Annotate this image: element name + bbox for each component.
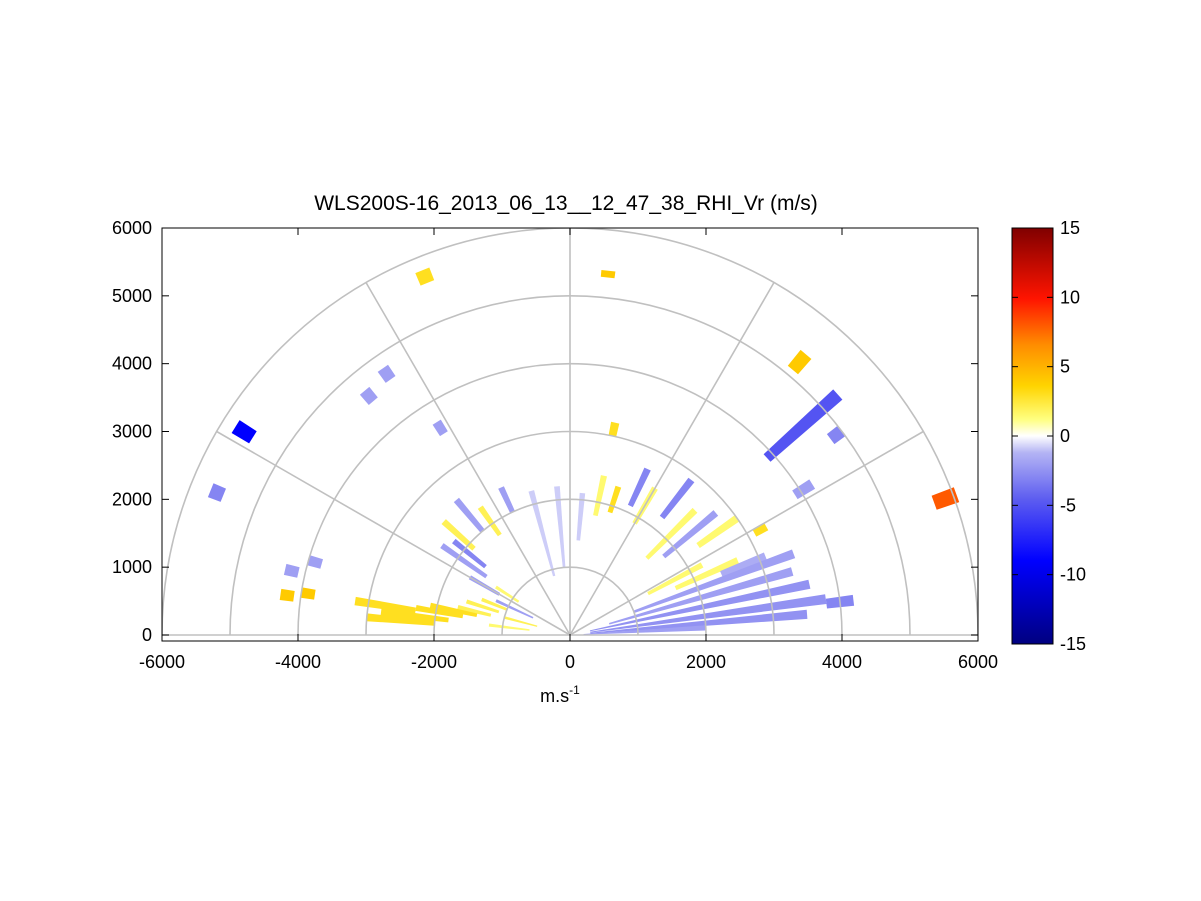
- velocity-cell-51: [415, 267, 435, 286]
- velocity-cell-9: [504, 616, 538, 627]
- velocity-cell-48: [432, 419, 448, 437]
- polar-grid: [162, 228, 978, 636]
- velocity-cell-32: [720, 552, 767, 577]
- colorbar-tick-label: 0: [1060, 426, 1070, 446]
- y-tick-label: 3000: [112, 422, 152, 442]
- y-tick-label: 1000: [112, 557, 152, 577]
- velocity-cell-22: [593, 475, 607, 517]
- velocity-cell-14: [452, 538, 487, 569]
- velocity-cells: [207, 267, 960, 635]
- velocity-cell-26: [659, 477, 695, 520]
- velocity-cell-24: [627, 467, 651, 508]
- velocity-cell-38: [583, 625, 706, 635]
- velocity-cell-17: [477, 505, 502, 537]
- velocity-cell-35: [589, 579, 811, 632]
- velocity-cell-57: [307, 555, 323, 569]
- chart-title: WLS200S-16_2013_06_13__12_47_38_RHI_Vr (…: [314, 192, 818, 215]
- velocity-cell-50: [359, 386, 378, 405]
- colorbar-tick-label: 5: [1060, 357, 1070, 377]
- velocity-cell-33: [633, 549, 796, 613]
- velocity-cell-49: [377, 364, 396, 383]
- x-tick-label: 0: [565, 652, 575, 672]
- colorbar-ticks: 15 10 5 0 -5 -10 -15: [1012, 218, 1086, 654]
- velocity-cell-18: [498, 486, 515, 514]
- polar-spoke-120: [365, 282, 571, 636]
- velocity-cell-16: [453, 497, 485, 533]
- velocity-cell-29: [696, 515, 740, 548]
- velocity-cell-37: [590, 609, 808, 634]
- velocity-cell-21: [576, 492, 586, 541]
- velocity-cell-1: [465, 599, 500, 614]
- velocity-cell-8: [488, 623, 530, 631]
- x-tick-label: -2000: [411, 652, 457, 672]
- velocity-cell-7: [366, 613, 435, 626]
- velocity-cell-0: [481, 597, 508, 611]
- velocity-cell-44: [787, 349, 812, 375]
- velocity-cell-34: [609, 567, 794, 625]
- axis-ticks: -6000 -4000 -2000 0 2000 4000 6000 0 1000 2000 300…: [112, 218, 998, 672]
- velocity-cell-55: [279, 588, 295, 602]
- velocity-cell-15: [441, 519, 476, 551]
- x-tick-label: 2000: [686, 652, 726, 672]
- velocity-cell-13: [440, 543, 488, 579]
- velocity-cell-52: [231, 420, 257, 444]
- velocity-cell-6: [380, 608, 449, 623]
- colorbar-tick-label: -10: [1060, 565, 1086, 585]
- colorbar: [1011, 227, 1054, 645]
- velocity-cell-5: [354, 596, 416, 614]
- velocity-cell-31: [674, 557, 740, 591]
- velocity-cell-3: [429, 602, 478, 617]
- plot-area: [162, 228, 978, 636]
- x-axis-label: m.s-1: [540, 683, 580, 706]
- y-tick-label: 2000: [112, 489, 152, 509]
- polar-spoke-30: [569, 430, 924, 636]
- velocity-cell-28: [662, 510, 719, 559]
- x-tick-label: 6000: [958, 652, 998, 672]
- y-tick-label: 6000: [112, 218, 152, 238]
- velocity-cell-40: [752, 522, 769, 537]
- polar-spoke-150: [216, 430, 571, 636]
- colorbar-tick-label: -5: [1060, 495, 1076, 515]
- colorbar-tick-label: -15: [1060, 634, 1086, 654]
- velocity-cell-54: [283, 563, 300, 578]
- velocity-cell-2: [457, 605, 492, 617]
- velocity-cell-19: [528, 490, 556, 577]
- velocity-cell-56: [300, 587, 316, 600]
- velocity-cell-4: [415, 605, 464, 619]
- velocity-cell-41: [792, 479, 816, 500]
- velocity-cell-20: [554, 486, 566, 568]
- velocity-cell-43: [763, 389, 843, 462]
- y-tick-label: 0: [142, 625, 152, 645]
- y-tick-label: 5000: [112, 286, 152, 306]
- y-tick-label: 4000: [112, 354, 152, 374]
- velocity-cell-42: [826, 425, 846, 445]
- colorbar-tick-label: 15: [1060, 218, 1080, 238]
- velocity-cell-47: [600, 270, 616, 279]
- velocity-cell-27: [645, 507, 698, 560]
- velocity-cell-36: [590, 594, 827, 633]
- x-tick-label: -4000: [275, 652, 321, 672]
- x-tick-label: 4000: [822, 652, 862, 672]
- velocity-cell-10: [495, 599, 534, 619]
- x-tick-label: -6000: [139, 652, 185, 672]
- velocity-cell-46: [608, 421, 620, 437]
- polar-spoke-60: [569, 282, 775, 636]
- colorbar-tick-label: 10: [1060, 287, 1080, 307]
- velocity-cell-53: [207, 483, 226, 502]
